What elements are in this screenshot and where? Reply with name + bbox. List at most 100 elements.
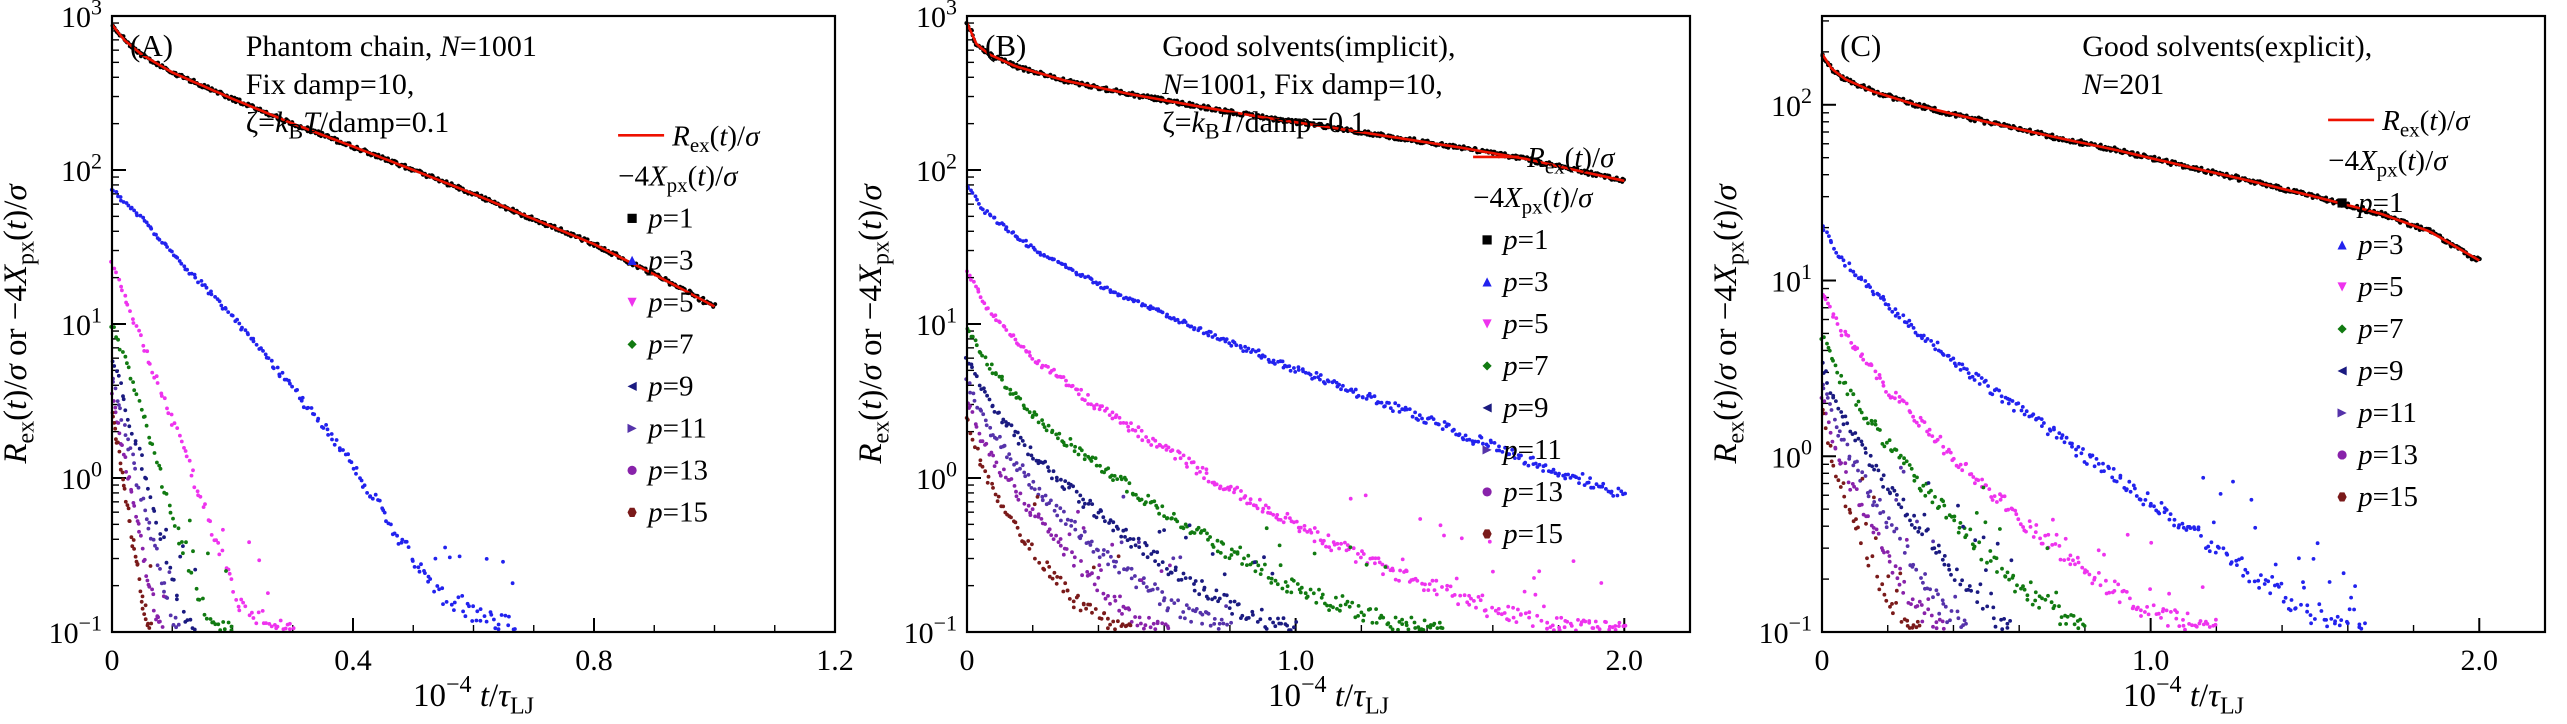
series-p-7 xyxy=(1819,335,2087,631)
hexagon-marker-icon xyxy=(1482,529,1492,539)
panel-b: 10−1 100 101 102 103 0 1.0 2.0 10−4 t/τLJ Rex(t)/… xyxy=(855,0,1710,724)
y-tick-label: 102 xyxy=(61,148,102,188)
legend-entry-p-9: p=9 xyxy=(2337,355,2403,387)
y-axis: 10−1 100 101 102 xyxy=(1759,20,1836,650)
annotation-line: Fix damp=10, xyxy=(246,68,415,101)
legend-label-p-15: p=15 xyxy=(646,496,708,528)
y-tick-label: 101 xyxy=(61,302,102,342)
legend-label-p-9: p=9 xyxy=(2356,355,2403,387)
series-p-5 xyxy=(109,259,296,632)
plot-frame xyxy=(110,14,837,634)
legend-entry-p-11: p=11 xyxy=(627,412,707,444)
legend-entry-p-15: p=15 xyxy=(627,496,708,528)
triangle-right-marker-icon xyxy=(627,423,637,433)
plot-frame xyxy=(965,14,1692,634)
x-axis: 0 1.0 2.0 xyxy=(960,618,1691,677)
diamond-marker-icon xyxy=(1482,361,1492,371)
legend-label-p-3: p=3 xyxy=(646,244,693,276)
series-p-9 xyxy=(110,359,198,632)
annotation-line: Good solvents(implicit), xyxy=(1162,30,1455,63)
panel-a: 10−1 100 101 102 103 0 0.4 0.8 1.2 10−4 t/τLJ Rex(… xyxy=(0,0,855,724)
series-p-5 xyxy=(1821,293,2218,632)
y-axis-label: Rex(t)/σ or −4Xpx(t)/σ xyxy=(0,183,39,465)
annotation-line: ζ=kBT/damp=0.1 xyxy=(1162,106,1365,144)
hexagon-marker-icon xyxy=(627,507,637,517)
rex-line xyxy=(110,23,716,308)
x-axis-label: 10−4 t/τLJ xyxy=(1268,672,1389,719)
legend-group-label: −4Xpx(t)/σ xyxy=(2328,145,2449,181)
legend-entry-p-5: p=5 xyxy=(2337,271,2403,303)
legend-label-p-3: p=3 xyxy=(2356,229,2403,261)
legend-entry-p-5: p=5 xyxy=(1482,308,1548,340)
legend-label-p-7: p=7 xyxy=(2356,313,2403,345)
x-tick-label: 1.2 xyxy=(816,644,854,677)
series-p-3 xyxy=(965,184,1627,498)
legend-rex-label: Rex(t)/σ xyxy=(671,120,761,156)
y-tick-label: 103 xyxy=(61,0,102,34)
annotation-line: N=201 xyxy=(2081,68,2164,101)
annotation-line: N=1001, Fix damp=10, xyxy=(1161,68,1443,101)
y-tick-label: 10−1 xyxy=(1759,610,1812,650)
x-axis: 0 1.0 2.0 xyxy=(1815,618,2546,677)
series-p-7 xyxy=(965,326,1445,632)
series-p-13 xyxy=(966,401,1172,631)
x-tick-label: 0 xyxy=(960,644,975,677)
legend-label-p-13: p=13 xyxy=(646,454,708,486)
legend-entry-p-13: p=13 xyxy=(627,454,708,486)
legend-entry-p-3: p=3 xyxy=(1482,266,1548,298)
legend-label-p-11: p=11 xyxy=(1501,434,1562,466)
legend-label-p-1: p=1 xyxy=(2356,187,2403,219)
x-tick-label: 0 xyxy=(105,644,120,677)
y-tick-label: 102 xyxy=(1771,83,1812,123)
legend-label-p-13: p=13 xyxy=(2356,439,2418,471)
legend-label-p-7: p=7 xyxy=(1501,350,1548,382)
series-p-11 xyxy=(964,377,1233,631)
legend-label-p-3: p=3 xyxy=(1501,266,1548,298)
legend-entry-p-3: p=3 xyxy=(627,244,693,276)
series-p-11 xyxy=(111,376,181,630)
legend-label-p-5: p=5 xyxy=(2356,271,2403,303)
triangle-left-marker-icon xyxy=(1482,403,1492,413)
panel-label: (A) xyxy=(130,28,173,63)
legend: Rex(t)/σ −4Xpx(t)/σ p=1 p=3 p=5 p=7 p=9 p=11 p=1… xyxy=(1473,142,1616,550)
series-p-3 xyxy=(1821,224,2367,631)
y-tick-label: 100 xyxy=(916,456,957,496)
y-tick-label: 10−1 xyxy=(904,610,957,650)
x-tick-label: 0 xyxy=(1815,644,1830,677)
series-p-5 xyxy=(965,269,1628,633)
legend-entry-p-15: p=15 xyxy=(1482,518,1563,550)
legend-group-label: −4Xpx(t)/σ xyxy=(618,160,739,196)
y-tick-label: 103 xyxy=(916,0,957,34)
y-tick-label: 100 xyxy=(61,456,102,496)
x-axis: 0 0.4 0.8 1.2 xyxy=(105,618,854,677)
square-marker-icon xyxy=(2337,198,2347,208)
y-axis-label: Rex(t)/σ or −4Xpx(t)/σ xyxy=(1710,183,1749,465)
legend-label-p-1: p=1 xyxy=(646,202,693,234)
square-marker-icon xyxy=(1482,235,1492,245)
legend-entry-p-9: p=9 xyxy=(627,370,693,402)
series-p-11 xyxy=(1821,382,1968,629)
square-marker-icon xyxy=(627,213,637,223)
legend-entry-p-3: p=3 xyxy=(2337,229,2403,261)
legend-label-p-9: p=9 xyxy=(1501,392,1548,424)
y-tick-label: 10−1 xyxy=(49,610,102,650)
y-axis-label: Rex(t)/σ or −4Xpx(t)/σ xyxy=(855,183,894,465)
legend-entry-p-15: p=15 xyxy=(2337,481,2418,513)
diamond-marker-icon xyxy=(627,339,637,349)
circle-marker-icon xyxy=(2337,450,2347,460)
legend-entry-p-11: p=11 xyxy=(2337,397,2417,429)
legend-label-p-13: p=13 xyxy=(1501,476,1563,508)
x-axis-label: 10−4 t/τLJ xyxy=(413,672,534,719)
x-tick-label: 0.8 xyxy=(575,644,613,677)
series-p-15 xyxy=(1820,407,1922,630)
x-tick-label: 1.0 xyxy=(1277,644,1315,677)
series-p-9 xyxy=(1820,360,2014,632)
series-p-7 xyxy=(109,325,234,633)
legend-entry-p-13: p=13 xyxy=(1482,476,1563,508)
x-axis-label: 10−4 t/τLJ xyxy=(2123,672,2244,719)
legend: Rex(t)/σ −4Xpx(t)/σ p=1 p=3 p=5 p=7 p=9 p=11 p=1… xyxy=(618,120,761,528)
x-tick-label: 0.4 xyxy=(334,644,372,677)
triangle-right-marker-icon xyxy=(2337,408,2347,418)
legend-group-label: −4Xpx(t)/σ xyxy=(1473,182,1594,218)
